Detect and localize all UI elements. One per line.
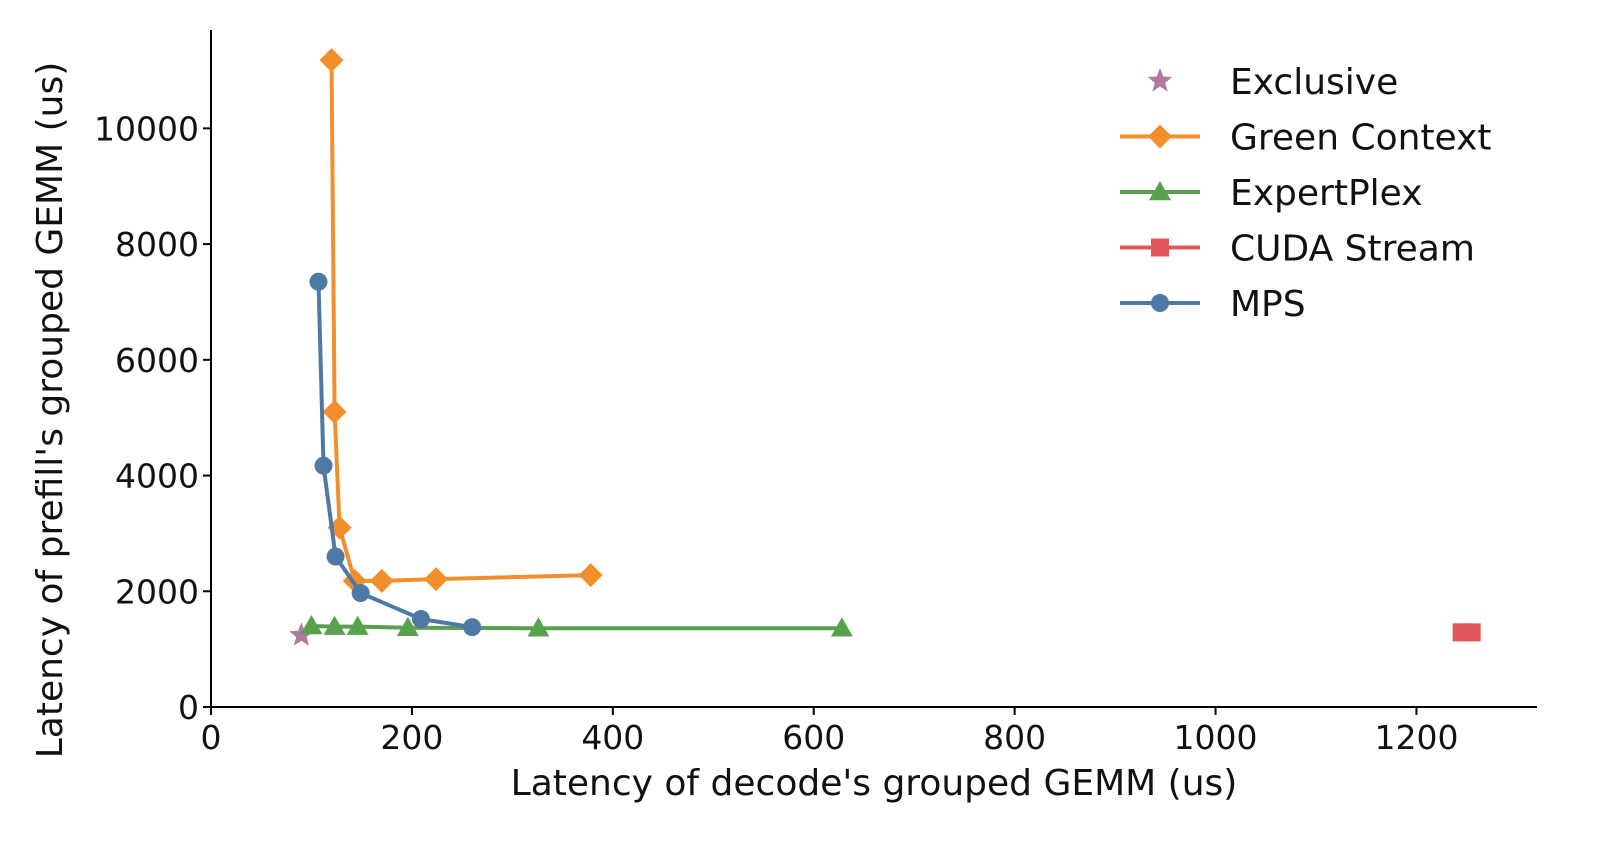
data-point-mps <box>411 610 430 629</box>
y-tick-label: 10000 <box>94 109 199 148</box>
legend-label: MPS <box>1230 284 1306 325</box>
legend-marker-expertplex <box>1149 181 1171 201</box>
x-tick-label: 0 <box>201 718 222 757</box>
data-point-green-context <box>578 563 603 588</box>
plot-area <box>289 48 1481 646</box>
data-point-expertplex <box>830 617 853 637</box>
legend-label: Exclusive <box>1230 62 1398 103</box>
y-tick-label: 0 <box>178 688 199 727</box>
y-tick-label: 8000 <box>115 225 199 264</box>
data-point-green-context <box>319 48 344 73</box>
legend-label: Green Context <box>1230 118 1492 159</box>
data-point-mps <box>314 456 333 475</box>
legend: Exclusive Green Context ExpertPlex CUDA Str… <box>1120 62 1492 325</box>
y-axis-label: Latency of prefill's grouped GEMM (us) <box>30 62 71 759</box>
series-green-context <box>319 48 603 593</box>
series-expertplex <box>300 614 853 637</box>
data-point-green-context <box>322 399 347 424</box>
data-point-mps <box>309 272 328 291</box>
legend-item-expertplex: ExpertPlex <box>1120 173 1423 214</box>
axes: 0 200 400 600 800 1000 1200 0 2000 4000 6000 8000 10… <box>94 30 1537 757</box>
series-line-green-context <box>329 60 591 583</box>
x-tick-label: 1000 <box>1174 718 1258 757</box>
series-mps <box>309 272 482 637</box>
x-tick-label: 800 <box>983 718 1046 757</box>
legend-marker-exclusive <box>1147 68 1173 92</box>
x-axis-label: Latency of decode's grouped GEMM (us) <box>511 763 1238 804</box>
data-point-mps <box>326 547 345 566</box>
y-tick-label: 4000 <box>115 457 199 496</box>
y-tick-label: 6000 <box>115 341 199 380</box>
x-tick-label: 1200 <box>1374 718 1458 757</box>
x-tick-label: 600 <box>782 718 845 757</box>
data-point-expertplex <box>527 617 550 637</box>
series-line-expertplex <box>311 624 842 631</box>
legend-label: ExpertPlex <box>1230 173 1423 214</box>
legend-marker-green-context <box>1148 124 1172 149</box>
legend-item-cuda-stream: CUDA Stream <box>1120 229 1475 270</box>
legend-item-green-context: Green Context <box>1120 118 1492 159</box>
legend-item-mps: MPS <box>1120 284 1306 325</box>
data-point-mps <box>351 584 370 603</box>
data-point-expertplex <box>346 615 369 635</box>
legend-item-exclusive: Exclusive <box>1147 62 1398 103</box>
y-tick-label: 2000 <box>115 572 199 611</box>
data-point-green-context <box>424 567 449 592</box>
data-point-cuda-stream <box>1462 623 1481 642</box>
legend-marker-cuda-stream <box>1151 238 1169 257</box>
data-point-mps <box>463 618 482 637</box>
x-tick-label: 400 <box>581 718 644 757</box>
legend-marker-mps <box>1151 294 1169 312</box>
x-tick-label: 200 <box>380 718 443 757</box>
data-point-green-context <box>369 568 394 593</box>
legend-label: CUDA Stream <box>1230 229 1475 270</box>
data-point-expertplex <box>396 616 419 636</box>
data-point-expertplex <box>300 614 323 635</box>
series-line-mps <box>316 281 473 630</box>
data-point-expertplex <box>323 615 346 635</box>
series-cuda-stream <box>1452 623 1481 642</box>
